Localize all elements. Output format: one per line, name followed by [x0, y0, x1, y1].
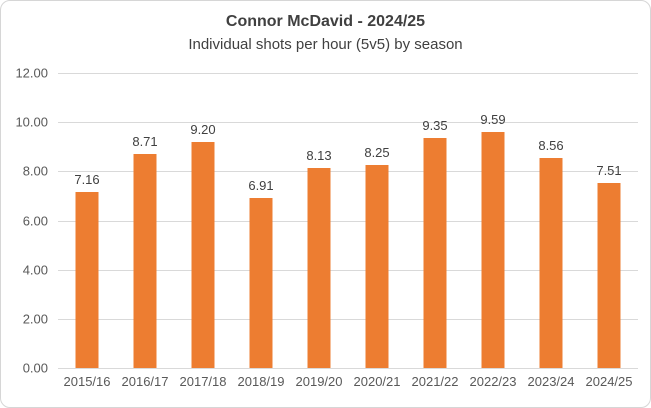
x-tick-label: 2018/19: [237, 374, 285, 389]
x-tick-label: 2022/23: [469, 374, 517, 389]
plot-area: 7.16 8.71 9.20 6.91 8.13 8.25 9.35 9.59 8.56 7.51: [58, 73, 638, 369]
bar-column: 8.13: [290, 73, 348, 368]
bar: [481, 132, 505, 368]
gridline: [58, 122, 638, 124]
bar-value-label: 7.51: [596, 163, 622, 179]
y-tick-label: 4.00: [22, 262, 48, 278]
bar-value-label: 8.25: [364, 145, 390, 161]
bar: [423, 138, 447, 368]
x-tick-label: 2020/21: [353, 374, 401, 389]
bar: [191, 141, 215, 368]
bar-value-label: 9.59: [480, 112, 506, 128]
x-tick-label: 2021/22: [411, 374, 459, 389]
x-tick-label: 2019/20: [295, 374, 343, 389]
gridline: [58, 73, 638, 74]
y-tick-label: 12.00: [15, 65, 48, 81]
bar-value-label: 7.16: [74, 171, 100, 187]
bar-column: 7.16: [58, 73, 116, 368]
x-axis: 2015/16 2016/17 2017/18 2018/19 2019/20 2020/…: [58, 374, 638, 389]
bar-column: 8.56: [522, 73, 580, 368]
bar: [249, 198, 273, 368]
bar-column: 6.91: [232, 73, 290, 368]
bar: [75, 191, 99, 368]
bar: [307, 168, 331, 368]
y-tick-label: 0.00: [22, 360, 48, 376]
bar-column: 8.25: [348, 73, 406, 368]
bar: [365, 165, 389, 368]
gridline: [58, 318, 638, 320]
gridline: [58, 220, 638, 222]
x-tick-label: 2016/17: [121, 374, 169, 389]
x-axis-line: [58, 368, 638, 369]
x-tick-label: 2017/18: [179, 374, 227, 389]
x-tick-label: 2024/25: [585, 374, 633, 389]
chart-subtitle: Individual shots per hour (5v5) by seaso…: [188, 36, 463, 53]
bar-column: 9.20: [174, 73, 232, 368]
bar-value-label: 9.20: [190, 121, 216, 137]
bar-value-label: 8.13: [306, 148, 332, 164]
bar-column: 9.35: [406, 73, 464, 368]
x-tick-label: 2015/16: [63, 374, 111, 389]
bar-value-label: 8.56: [538, 137, 564, 153]
bar-value-label: 6.91: [248, 178, 274, 194]
bar: [539, 157, 563, 368]
gridline: [58, 171, 638, 173]
y-tick-label: 6.00: [22, 213, 48, 228]
y-tick-label: 8.00: [22, 163, 48, 179]
bar: [133, 153, 157, 368]
y-axis: 12.00 10.00 8.00 6.00 4.00 2.00 0.00: [1, 66, 48, 376]
bar-value-label: 8.71: [132, 133, 158, 149]
bar-series: 7.16 8.71 9.20 6.91 8.13 8.25 9.35 9.59 8.56 7.51: [58, 73, 638, 368]
bar-value-label: 9.35: [422, 118, 448, 134]
gridline: [58, 269, 638, 271]
bar: [597, 183, 621, 368]
bar-column: 9.59: [464, 73, 522, 368]
bar-column: 8.71: [116, 73, 174, 368]
chart-title: Connor McDavid - 2024/25: [225, 13, 426, 30]
bar-column: 7.51: [580, 73, 638, 368]
x-tick-label: 2023/24: [527, 374, 575, 389]
y-tick-label: 10.00: [15, 114, 48, 130]
y-tick-label: 2.00: [22, 311, 48, 327]
